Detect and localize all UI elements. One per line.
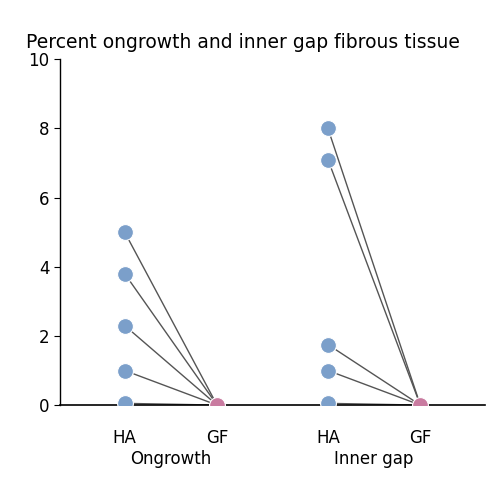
Text: Percent ongrowth and inner gap fibrous tissue: Percent ongrowth and inner gap fibrous t… <box>26 33 460 52</box>
Point <box>324 156 332 164</box>
Point <box>324 399 332 407</box>
Text: HA: HA <box>112 429 136 447</box>
Text: Ongrowth: Ongrowth <box>130 450 212 468</box>
Text: HA: HA <box>316 429 340 447</box>
Text: GF: GF <box>409 429 432 447</box>
Text: Inner gap: Inner gap <box>334 450 414 468</box>
Point <box>213 401 221 409</box>
Point <box>120 270 128 278</box>
Point <box>324 124 332 132</box>
Point <box>324 341 332 349</box>
Point <box>120 399 128 407</box>
Point <box>416 401 424 409</box>
Point <box>120 228 128 236</box>
Text: GF: GF <box>206 429 229 447</box>
Point <box>324 367 332 374</box>
Point <box>120 322 128 329</box>
Point <box>120 367 128 374</box>
